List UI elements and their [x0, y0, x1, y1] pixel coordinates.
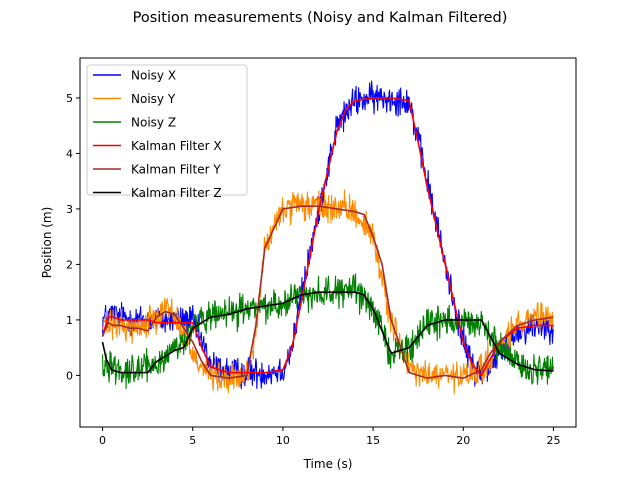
- x-tick-label: 15: [366, 434, 380, 447]
- y-axis: 0 1 2 3 4 5: [66, 92, 80, 382]
- x-tick-label: 10: [276, 434, 290, 447]
- y-tick-label: 4: [66, 147, 73, 160]
- x-tick-label: 0: [99, 434, 106, 447]
- y-tick-label: 2: [66, 258, 73, 271]
- legend-label: Noisy Z: [131, 116, 176, 130]
- legend-label: Noisy X: [131, 69, 176, 83]
- series-line-kalman-filter-z: [101, 291, 554, 374]
- legend-box: [86, 64, 248, 196]
- plot-area: [101, 80, 554, 395]
- x-axis: 0 5 10 15 20 25: [99, 427, 560, 447]
- legend: Noisy X Noisy Y Noisy Z Kalman Filter X Kalm…: [86, 64, 248, 200]
- series-line-noisy-z: [102, 273, 554, 390]
- x-tick-label: 5: [189, 434, 196, 447]
- y-tick-label: 3: [66, 203, 73, 216]
- series-line-noisy-y: [102, 189, 554, 395]
- x-axis-label: Time (s): [303, 457, 353, 471]
- legend-label: Noisy Y: [131, 92, 176, 106]
- y-tick-label: 0: [66, 369, 73, 382]
- legend-label: Kalman Filter Z: [131, 186, 222, 200]
- y-tick-label: 1: [66, 314, 73, 327]
- series-line-kalman-filter-y: [101, 205, 554, 379]
- x-tick-label: 25: [546, 434, 560, 447]
- chart-title: Position measurements (Noisy and Kalman …: [133, 10, 508, 26]
- x-tick-label: 20: [456, 434, 470, 447]
- legend-label: Kalman Filter Y: [131, 163, 221, 177]
- plot-frame: [79, 57, 577, 428]
- legend-label: Kalman Filter X: [131, 139, 222, 153]
- y-axis-label: Position (m): [40, 207, 54, 279]
- y-tick-label: 5: [66, 92, 73, 105]
